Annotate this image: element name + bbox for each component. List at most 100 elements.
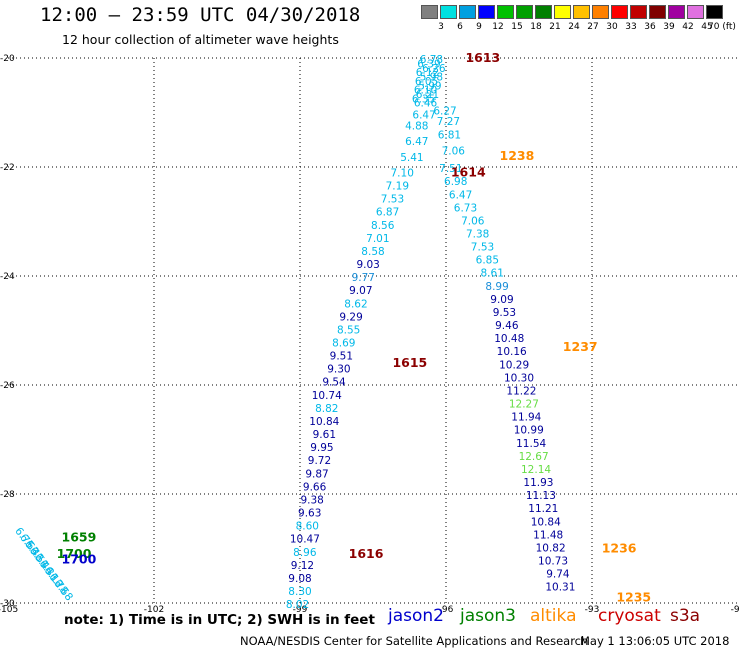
footer-note: note: 1) Time is in UTC; 2) SWH is in fe… (64, 612, 375, 628)
wave-height-label: 8.99 (485, 281, 508, 293)
wave-height-label: 8.96 (293, 547, 317, 559)
scale-tick-label: 9 (476, 22, 482, 32)
pass-time-label: 1235 (616, 590, 651, 605)
scale-swatch (440, 5, 457, 19)
wave-height-label: 6.68 (51, 578, 75, 604)
scale-swatch (554, 5, 571, 19)
wave-height-label: 9.53 (493, 307, 516, 319)
wave-height-label: 9.66 (303, 481, 327, 493)
wave-height-label: 7.06 (461, 215, 485, 227)
scale-swatch (535, 5, 552, 19)
wave-height-label: 7.01 (366, 233, 389, 245)
pass-time-label: 1236 (602, 541, 637, 556)
wave-height-label: 10.47 (290, 534, 320, 546)
wave-height-label: 7.38 (466, 228, 489, 240)
wave-height-label: 12.14 (521, 464, 551, 476)
wave-height-label: 9.61 (313, 429, 336, 441)
scale-swatch (497, 5, 514, 19)
scale-swatch (421, 5, 438, 19)
wave-height-label: 6.81 (438, 129, 461, 141)
wave-height-label: 5.98 (420, 72, 443, 84)
y-tick-label: -26 (0, 381, 15, 391)
wave-height-label: 12.67 (519, 451, 549, 463)
scale-tick-label: 15 (511, 22, 523, 32)
pass-time-label: 1700 (57, 546, 92, 561)
y-tick-label: -28 (0, 490, 15, 500)
wave-height-label: 6.98 (444, 176, 467, 188)
wave-height-label: 9.63 (298, 508, 321, 520)
scale-swatch (630, 5, 647, 19)
pass-time-label: 1659 (62, 530, 97, 545)
wave-height-label: 9.09 (490, 294, 513, 306)
wave-height-label: 10.29 (499, 359, 529, 371)
wave-height-label: 8.62 (344, 298, 367, 310)
scale-tick-label: 12 (492, 22, 504, 32)
x-tick-label: -90 (731, 605, 740, 615)
scale-tick-label: 24 (568, 22, 580, 32)
wave-height-label: 6.35 (412, 93, 435, 105)
wave-height-label: 9.12 (291, 560, 314, 572)
wave-height-label: 9.30 (327, 364, 350, 376)
wave-height-label: 5.99 (418, 80, 441, 92)
x-tick-label: -93 (585, 605, 600, 615)
wave-height-label: 8.69 (332, 337, 355, 349)
footer-credit: NOAA/NESDIS Center for Satellite Applica… (240, 634, 589, 648)
wave-height-label: 6.05 (415, 76, 438, 88)
wave-height-label: 10.31 (545, 582, 575, 594)
wave-height-label: 6.21 (416, 89, 439, 101)
scale-tick-label: 36 (644, 22, 656, 32)
satellite-cryosat: cryosat (598, 606, 661, 626)
wave-height-label: 9.72 (308, 455, 331, 467)
chart-subtitle: 12 hour collection of altimeter wave hei… (62, 32, 339, 47)
y-tick-label: -22 (0, 163, 15, 173)
wave-height-label: 4.88 (405, 121, 428, 133)
wave-height-label: 6.73 (454, 202, 477, 214)
wave-height-label: 6.39 (417, 58, 440, 70)
wave-height-label: 6.46 (414, 98, 438, 110)
wave-height-label: 10.30 (504, 372, 534, 384)
wave-height-label: 11.48 (533, 529, 563, 541)
wave-height-label: 9.08 (288, 573, 311, 585)
wave-height-label: 9.51 (330, 351, 353, 363)
wave-height-label: 9.03 (356, 259, 379, 271)
pass-time-label: 1237 (563, 339, 598, 354)
wave-height-label: 8.82 (315, 403, 338, 415)
wave-height-label: 6.27 (433, 105, 456, 117)
x-tick-label: -105 (0, 605, 18, 615)
pass-time-label: 1615 (392, 355, 427, 370)
wave-height-label: 10.73 (538, 555, 568, 567)
wave-height-label: 10.82 (536, 542, 566, 554)
pass-time-label: 1238 (500, 148, 535, 163)
wave-height-label: 6.12 (416, 67, 439, 79)
scale-tick-label: 39 (663, 22, 675, 32)
wave-height-label: 7.51 (439, 163, 462, 175)
scale-tick-label: 21 (549, 22, 561, 32)
wave-height-label: 10.84 (531, 516, 561, 528)
satellite-altika: altika (530, 606, 577, 626)
scale-tick-label: 33 (625, 22, 637, 32)
pass-time-label: 1616 (349, 546, 384, 561)
scale-tick-label: 42 (682, 22, 694, 32)
wave-height-label: 9.95 (310, 442, 333, 454)
scale-swatch (592, 5, 609, 19)
wave-height-label: 11.94 (511, 412, 541, 424)
wave-height-label: 6.78 (420, 54, 443, 66)
wave-height-label: 9.38 (300, 494, 323, 506)
wave-height-label: 8.58 (361, 246, 384, 258)
scale-tick-label: 3 (438, 22, 444, 32)
wave-height-label: 7.27 (437, 116, 460, 128)
wave-height-label: 6.10 (414, 85, 437, 97)
scale-swatch (516, 5, 533, 19)
pass-time-label: 1700 (62, 551, 97, 566)
wave-height-label: 11.22 (506, 385, 536, 397)
scale-swatch (687, 5, 704, 19)
wave-height-label: 6.47 (449, 189, 472, 201)
wave-height-label: 8.55 (337, 324, 360, 336)
satellite-s3a: s3a (670, 606, 701, 626)
scale-tick-label: 30 (606, 22, 618, 32)
wave-height-label: 8.61 (481, 268, 504, 280)
footer-timestamp: May 1 13:06:05 UTC 2018 (580, 634, 730, 648)
x-tick-label: -96 (439, 605, 454, 615)
wave-height-label: 8.02 (286, 599, 309, 611)
